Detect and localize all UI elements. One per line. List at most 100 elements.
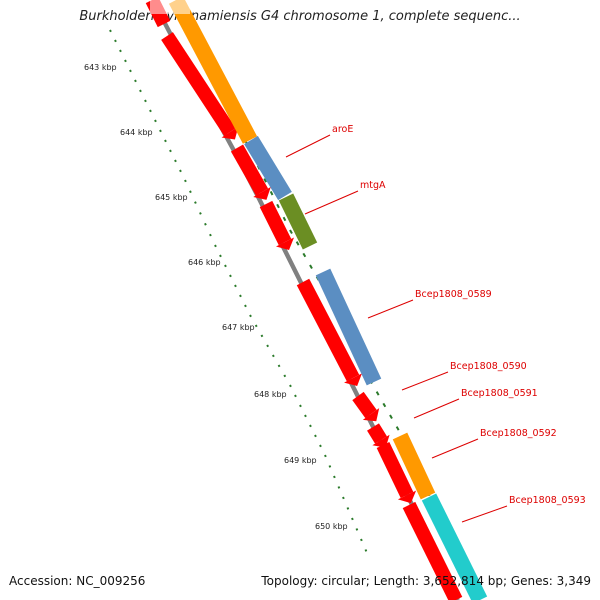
gene-bcep1808-0589 xyxy=(315,268,382,386)
accession-text: Accession: NC_009256 xyxy=(9,574,146,588)
gene-leader-line xyxy=(461,505,508,523)
scale-tick xyxy=(174,159,177,163)
scale-tick xyxy=(204,222,207,226)
scale-tick xyxy=(309,424,312,428)
gene-cds-5-head xyxy=(344,373,362,386)
scale-tick xyxy=(164,139,167,143)
scale-tick xyxy=(319,444,322,448)
gene-cds-8-head xyxy=(397,490,417,504)
kbp-label: 646 kbp xyxy=(188,258,221,267)
feature-tick xyxy=(375,391,380,396)
feature-tick xyxy=(282,216,287,222)
scale-tick xyxy=(124,59,127,63)
gene-bcep1808-0593 xyxy=(421,493,488,600)
gene-cds-4-head xyxy=(275,237,295,251)
scale-tick xyxy=(283,374,287,378)
kbp-label: 644 kbp xyxy=(120,128,153,137)
scale-tick xyxy=(184,179,187,183)
scale-tick xyxy=(144,99,147,103)
scale-tick xyxy=(260,334,264,338)
gene-cds-4 xyxy=(259,200,292,246)
gene-label: Bcep1808_0589 xyxy=(415,289,492,300)
scale-tick xyxy=(254,324,258,328)
scale-tick xyxy=(351,517,354,521)
gene-orange-1 xyxy=(168,0,258,144)
scale-tick xyxy=(169,149,172,153)
scale-tick xyxy=(214,244,217,248)
scale-tick xyxy=(129,69,132,73)
gene-label: Bcep1808_0590 xyxy=(450,361,527,372)
gene-label: Bcep1808_0593 xyxy=(509,495,586,506)
feature-tick xyxy=(289,229,293,234)
topology-text: Topology: circular; Length: 3,652,814 bp… xyxy=(261,574,591,588)
feature-tick xyxy=(276,203,280,209)
gene-cds-3 xyxy=(230,144,269,196)
feature-tick xyxy=(263,178,267,183)
scale-tick xyxy=(189,190,192,194)
scale-tick xyxy=(149,109,152,113)
gene-leader-line xyxy=(285,134,331,158)
gene-leader-line xyxy=(367,299,414,319)
scale-tick xyxy=(346,507,350,510)
scale-tick xyxy=(271,354,275,358)
gene-leader-line xyxy=(304,190,359,215)
scale-tick xyxy=(328,465,332,468)
gene-leader-line xyxy=(401,371,449,391)
feature-tick xyxy=(382,402,387,408)
gene-label: aroE xyxy=(332,124,353,135)
scale-tick xyxy=(360,538,363,542)
gene-leader-line xyxy=(413,398,460,419)
scale-tick xyxy=(333,475,336,479)
gene-cds-7 xyxy=(367,423,387,444)
gene-aroe xyxy=(244,135,292,201)
gene-cds-5 xyxy=(296,278,360,382)
feature-tick xyxy=(295,241,300,246)
scale-tick xyxy=(234,284,237,288)
gene-leader-line xyxy=(431,438,479,459)
scale-tick xyxy=(299,404,302,408)
kbp-label: 648 kbp xyxy=(254,390,287,399)
scale-tick xyxy=(294,394,297,398)
scale-tick xyxy=(324,454,327,458)
gene-bcep1808-0592 xyxy=(392,432,436,500)
scale-tick xyxy=(159,129,162,133)
scale-tick xyxy=(224,264,227,268)
kbp-label: 649 kbp xyxy=(284,456,317,465)
scale-tick xyxy=(249,314,252,318)
scale-tick xyxy=(342,496,345,500)
title-fade xyxy=(150,0,190,14)
gene-features xyxy=(145,0,488,600)
gene-label: Bcep1808_0591 xyxy=(461,388,538,399)
gene-cds-2 xyxy=(161,32,236,136)
scale-tick xyxy=(244,304,247,308)
feature-tick xyxy=(395,426,400,431)
label-leaders xyxy=(285,134,508,523)
scale-tick xyxy=(314,434,317,438)
scale-tick xyxy=(266,344,270,348)
feature-tick xyxy=(309,264,313,269)
scale-tick xyxy=(364,549,368,552)
kbp-label: 650 kbp xyxy=(315,522,348,531)
kbp-label: 647 kbp xyxy=(222,323,255,332)
scale-tick xyxy=(337,486,341,489)
scale-tick xyxy=(119,49,122,53)
gene-cds-6 xyxy=(352,391,377,419)
gene-cds-6-head xyxy=(362,408,380,422)
scale-tick xyxy=(209,233,212,237)
scale-tick xyxy=(134,79,137,83)
gene-label: mtgA xyxy=(360,180,386,191)
scale-tick xyxy=(179,169,182,173)
scale-tick xyxy=(239,294,242,298)
scale-tick xyxy=(139,89,142,93)
gene-cds-8 xyxy=(376,441,414,499)
gene-cds-9 xyxy=(402,501,463,600)
kbp-label: 645 kbp xyxy=(155,193,188,202)
gene-cds-3-head xyxy=(253,187,271,200)
scale-tick xyxy=(277,364,281,368)
scale-tick xyxy=(114,39,117,43)
labels: 643 kbp 644 kbp 645 kbp 646 kbp 647 kbp 648 k… xyxy=(84,63,586,531)
feature-tick xyxy=(389,414,393,419)
kbp-label: 643 kbp xyxy=(84,63,117,72)
scale-tick xyxy=(109,29,112,33)
